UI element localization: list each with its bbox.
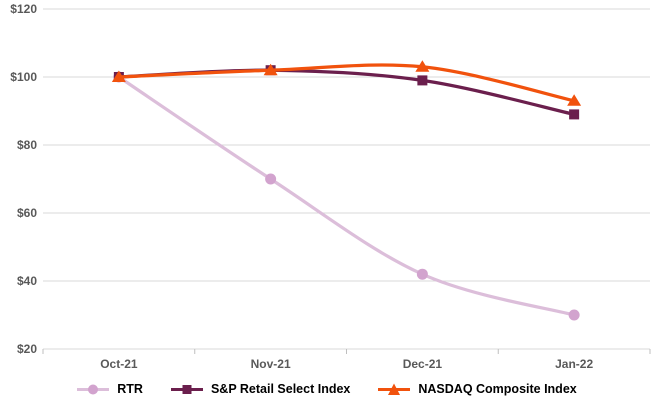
x-axis-label-nov-21: Nov-21 [251, 357, 291, 371]
plot-area: $120 $100 $80 $60 $40 $20 Oct-21 Nov-21 Dec-21 Ja… [10, 2, 651, 371]
data-point-rtr-jan-22 [568, 309, 580, 321]
series-line-nasdaq-composite-index [117, 63, 576, 103]
data-point-s-p-retail-select-index-dec-21 [417, 75, 428, 86]
data-point-nasdaq-composite-index-oct-21 [111, 70, 126, 82]
y-axis-tick-label: $40 [17, 274, 37, 288]
y-axis-tick-label: $60 [17, 206, 37, 220]
x-axis-label-oct-21: Oct-21 [100, 357, 138, 371]
legend-square-swatch [182, 384, 192, 394]
legend-square-marker-icon [170, 384, 203, 394]
legend-triangle-swatch [388, 383, 401, 395]
x-axis-label-dec-21: Dec-21 [403, 357, 443, 371]
data-point-rtr-nov-21 [265, 173, 277, 185]
data-point-nasdaq-composite-index-nov-21 [263, 63, 278, 76]
series-line-rtr [117, 75, 576, 317]
data-point-rtr-dec-21 [416, 268, 428, 280]
y-axis-tick-label: $100 [10, 70, 37, 84]
data-point-nasdaq-composite-index-jan-22 [567, 94, 582, 106]
chart-legend: RTR S&P Retail Select Index NASDAQ Composi… [0, 376, 654, 402]
legend-label-rtr: RTR [117, 382, 143, 396]
legend-item-s-p-retail-select-index: S&P Retail Select Index [170, 382, 351, 397]
legend-item-nasdaq-composite-index: NASDAQ Composite Index [378, 382, 577, 397]
legend-label-s-p-retail-select-index: S&P Retail Select Index [210, 382, 351, 396]
x-axis-label-jan-22: Jan-22 [555, 357, 593, 371]
legend-label-nasdaq-composite-index: NASDAQ Composite Index [418, 382, 577, 396]
legend-circle-marker-icon [77, 384, 110, 394]
y-axis-tick-label: $20 [17, 342, 37, 356]
data-point-nasdaq-composite-index-dec-21 [415, 60, 430, 72]
legend-item-rtr: RTR [77, 382, 143, 397]
legend-circle-swatch [88, 384, 99, 394]
legend-triangle-marker-icon [378, 383, 411, 395]
y-axis-tick-label: $120 [10, 2, 37, 16]
y-axis-tick-label: $80 [17, 138, 37, 152]
data-point-s-p-retail-select-index-jan-22 [569, 109, 580, 120]
